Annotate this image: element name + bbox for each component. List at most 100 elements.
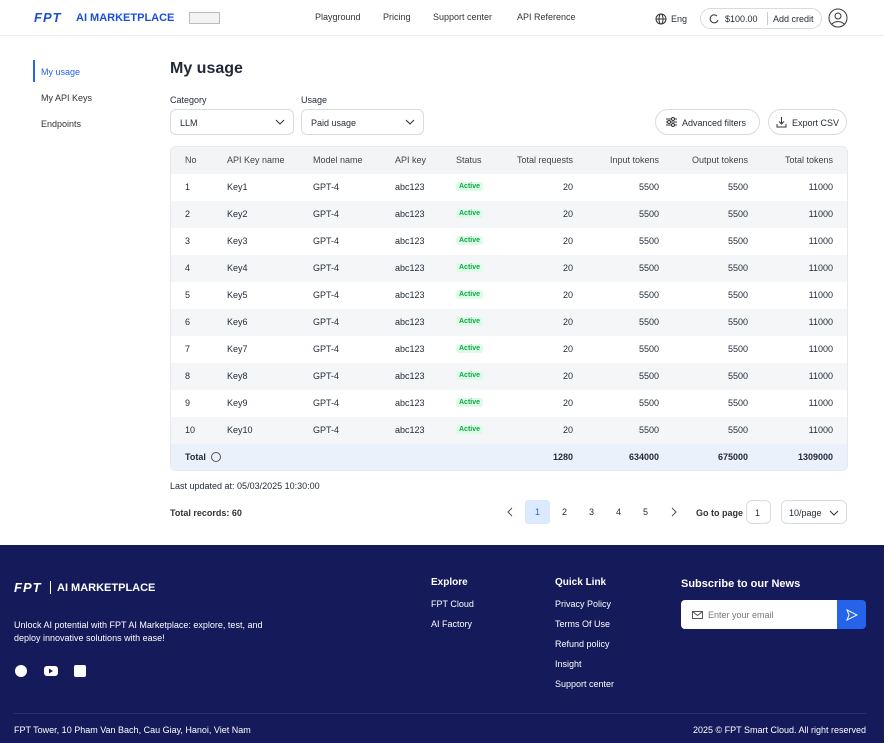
table-cell: 11000 — [808, 398, 833, 408]
table-cell: 5500 — [638, 344, 659, 354]
category-select[interactable] — [170, 109, 294, 135]
advanced-filters-text: Advanced filters — [682, 118, 747, 128]
total-row — [171, 444, 847, 470]
table-cell: 5500 — [638, 398, 659, 408]
table-row — [171, 282, 847, 309]
table-cell: 5500 — [638, 317, 659, 327]
logo-text[interactable]: AI MARKETPLACE — [76, 12, 175, 24]
total-records: Total records: 60 — [170, 508, 242, 518]
filter-icon — [666, 117, 677, 127]
table-cell: 20 — [562, 263, 573, 273]
footer-link[interactable]: Support center — [555, 679, 615, 689]
social-icons[interactable] — [14, 664, 104, 678]
table-cell: Key2 — [227, 209, 248, 219]
footer-link[interactable]: FPT Cloud — [431, 599, 474, 609]
nav-link[interactable]: Pricing — [383, 12, 411, 22]
header — [0, 0, 884, 36]
table-cell: abc123 — [395, 263, 425, 273]
divider — [767, 12, 768, 25]
table-cell: 3 — [185, 236, 191, 246]
table-cell: 5500 — [727, 236, 748, 246]
table-cell: 5 — [185, 290, 191, 300]
footer-link[interactable]: Refund policy — [555, 639, 610, 649]
table-cell: 11000 — [808, 236, 833, 246]
table-cell: 9 — [185, 398, 191, 408]
total-value: 1309000 — [797, 452, 833, 462]
status-badge: Active — [456, 317, 484, 326]
balance-pill[interactable] — [700, 8, 822, 29]
table-cell: 5500 — [727, 290, 748, 300]
next-page[interactable] — [670, 507, 678, 517]
table-cell: 20 — [562, 182, 573, 192]
page-input-value: 1 — [755, 508, 761, 518]
table-cell: 5500 — [638, 290, 659, 300]
subscribe-title: Subscribe to our News — [681, 578, 801, 590]
table-cell: 5500 — [727, 371, 748, 381]
nav-link[interactable]: Playground — [315, 12, 361, 22]
sidebar-link[interactable]: Endpoints — [41, 119, 82, 129]
page-button[interactable]: 3 — [588, 507, 594, 517]
table-cell: GPT-4 — [313, 236, 340, 246]
table-cell: 10 — [185, 425, 196, 435]
table-cell: Key8 — [227, 371, 248, 381]
table-cell: GPT-4 — [313, 425, 340, 435]
per-page-value: 10/page — [789, 508, 822, 518]
table-cell: Key6 — [227, 317, 248, 327]
table-cell: 11000 — [808, 425, 833, 435]
page-button[interactable]: 5 — [642, 507, 648, 517]
table-cell: 4 — [185, 263, 191, 273]
table-row — [171, 309, 847, 336]
usage-select[interactable] — [301, 109, 424, 135]
refresh-icon[interactable] — [709, 14, 719, 24]
chevron-down — [275, 119, 285, 125]
page-button[interactable]: 4 — [615, 507, 621, 517]
subscribe-button[interactable] — [837, 600, 866, 629]
footer-link[interactable]: AI Factory — [431, 619, 473, 629]
status-badge: Active — [456, 209, 484, 218]
chevron-down — [405, 119, 415, 125]
total-value: 634000 — [628, 452, 659, 462]
per-page-select[interactable] — [781, 500, 847, 524]
table-cell: GPT-4 — [313, 344, 340, 354]
footer: FPT AI MARKETPLACE Unlock AI potential w… — [0, 545, 884, 743]
page-button[interactable]: 2 — [561, 507, 567, 517]
table-cell: 5500 — [727, 317, 748, 327]
footer-link[interactable]: Insight — [555, 659, 582, 669]
table-cell: GPT-4 — [313, 317, 340, 327]
email-placeholder: Enter your email — [708, 610, 774, 620]
table-row — [171, 201, 847, 228]
table-cell: GPT-4 — [313, 182, 340, 192]
table-row — [171, 363, 847, 390]
add-credit[interactable]: Add credit — [773, 14, 814, 24]
page-button[interactable]: 1 — [525, 500, 550, 524]
active-indicator — [33, 60, 35, 82]
address: FPT Tower, 10 Pham Van Bach, Cau Giay, H… — [14, 725, 251, 735]
page-input[interactable] — [746, 500, 771, 524]
prev-page[interactable] — [506, 507, 514, 517]
send-icon — [846, 609, 858, 621]
sidebar-link[interactable]: My API Keys — [41, 93, 93, 103]
table-cell: 11000 — [808, 290, 833, 300]
quick-link-title: Quick Link — [555, 577, 607, 588]
avatar[interactable] — [828, 8, 848, 28]
language[interactable]: Eng — [671, 14, 688, 24]
table-cell: 20 — [562, 209, 573, 219]
table-cell: 5500 — [638, 263, 659, 273]
nav-link[interactable]: Support center — [433, 12, 493, 22]
status-badge: Active — [456, 290, 484, 299]
table-cell: Key9 — [227, 398, 248, 408]
footer-link[interactable]: Terms Of Use — [555, 619, 611, 629]
email-input[interactable] — [681, 600, 837, 629]
sidebar-link[interactable]: My usage — [41, 67, 81, 77]
nav-link[interactable]: API Reference — [517, 12, 576, 22]
table-cell: 5500 — [727, 182, 748, 192]
logo-mark[interactable]: FPT — [34, 10, 62, 25]
table-cell: 11000 — [808, 263, 833, 273]
table-cell: 11000 — [808, 182, 833, 192]
table-cell: abc123 — [395, 317, 425, 327]
table-cell: GPT-4 — [313, 209, 340, 219]
footer-link[interactable]: Privacy Policy — [555, 599, 612, 609]
column-header: Input tokens — [609, 155, 659, 165]
column-header: Output tokens — [691, 155, 748, 165]
